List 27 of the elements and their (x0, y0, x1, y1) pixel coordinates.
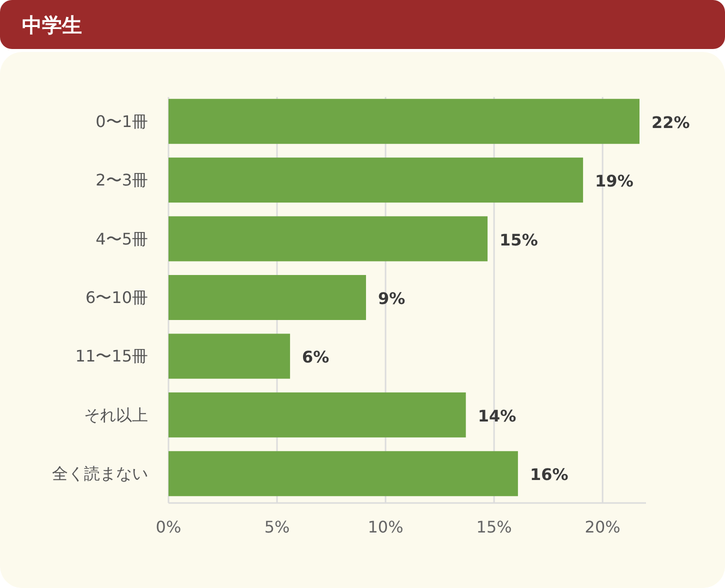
data-label: 15% (500, 230, 538, 250)
x-tick-label: 5% (264, 518, 290, 536)
x-tick-label: 15% (476, 518, 512, 536)
y-tick-label: 0〜1冊 (96, 112, 148, 131)
y-tick-label: 11〜15冊 (75, 346, 148, 366)
y-tick-label: 4〜5冊 (96, 229, 148, 248)
data-label: 19% (595, 172, 634, 191)
x-tick-label: 0% (156, 518, 182, 536)
bar (168, 334, 290, 379)
chart-title: 中学生 (22, 13, 82, 37)
bar (168, 275, 366, 320)
bar (168, 158, 584, 203)
data-label: 16% (530, 465, 568, 484)
data-label: 22% (651, 112, 690, 132)
bar (168, 98, 640, 144)
data-label: 9% (378, 289, 406, 308)
bar (168, 392, 466, 438)
bar (168, 216, 488, 262)
y-tick-label: 全く読まない (52, 464, 148, 484)
bar (168, 451, 518, 496)
y-tick-label: 6〜10冊 (85, 288, 148, 307)
y-tick-label: 2〜3冊 (96, 170, 148, 190)
data-label: 6% (302, 348, 330, 367)
y-tick-label: それ以上 (84, 405, 148, 424)
x-tick-label: 20% (584, 518, 620, 536)
x-tick-label: 10% (368, 518, 404, 536)
data-label: 14% (478, 406, 516, 426)
